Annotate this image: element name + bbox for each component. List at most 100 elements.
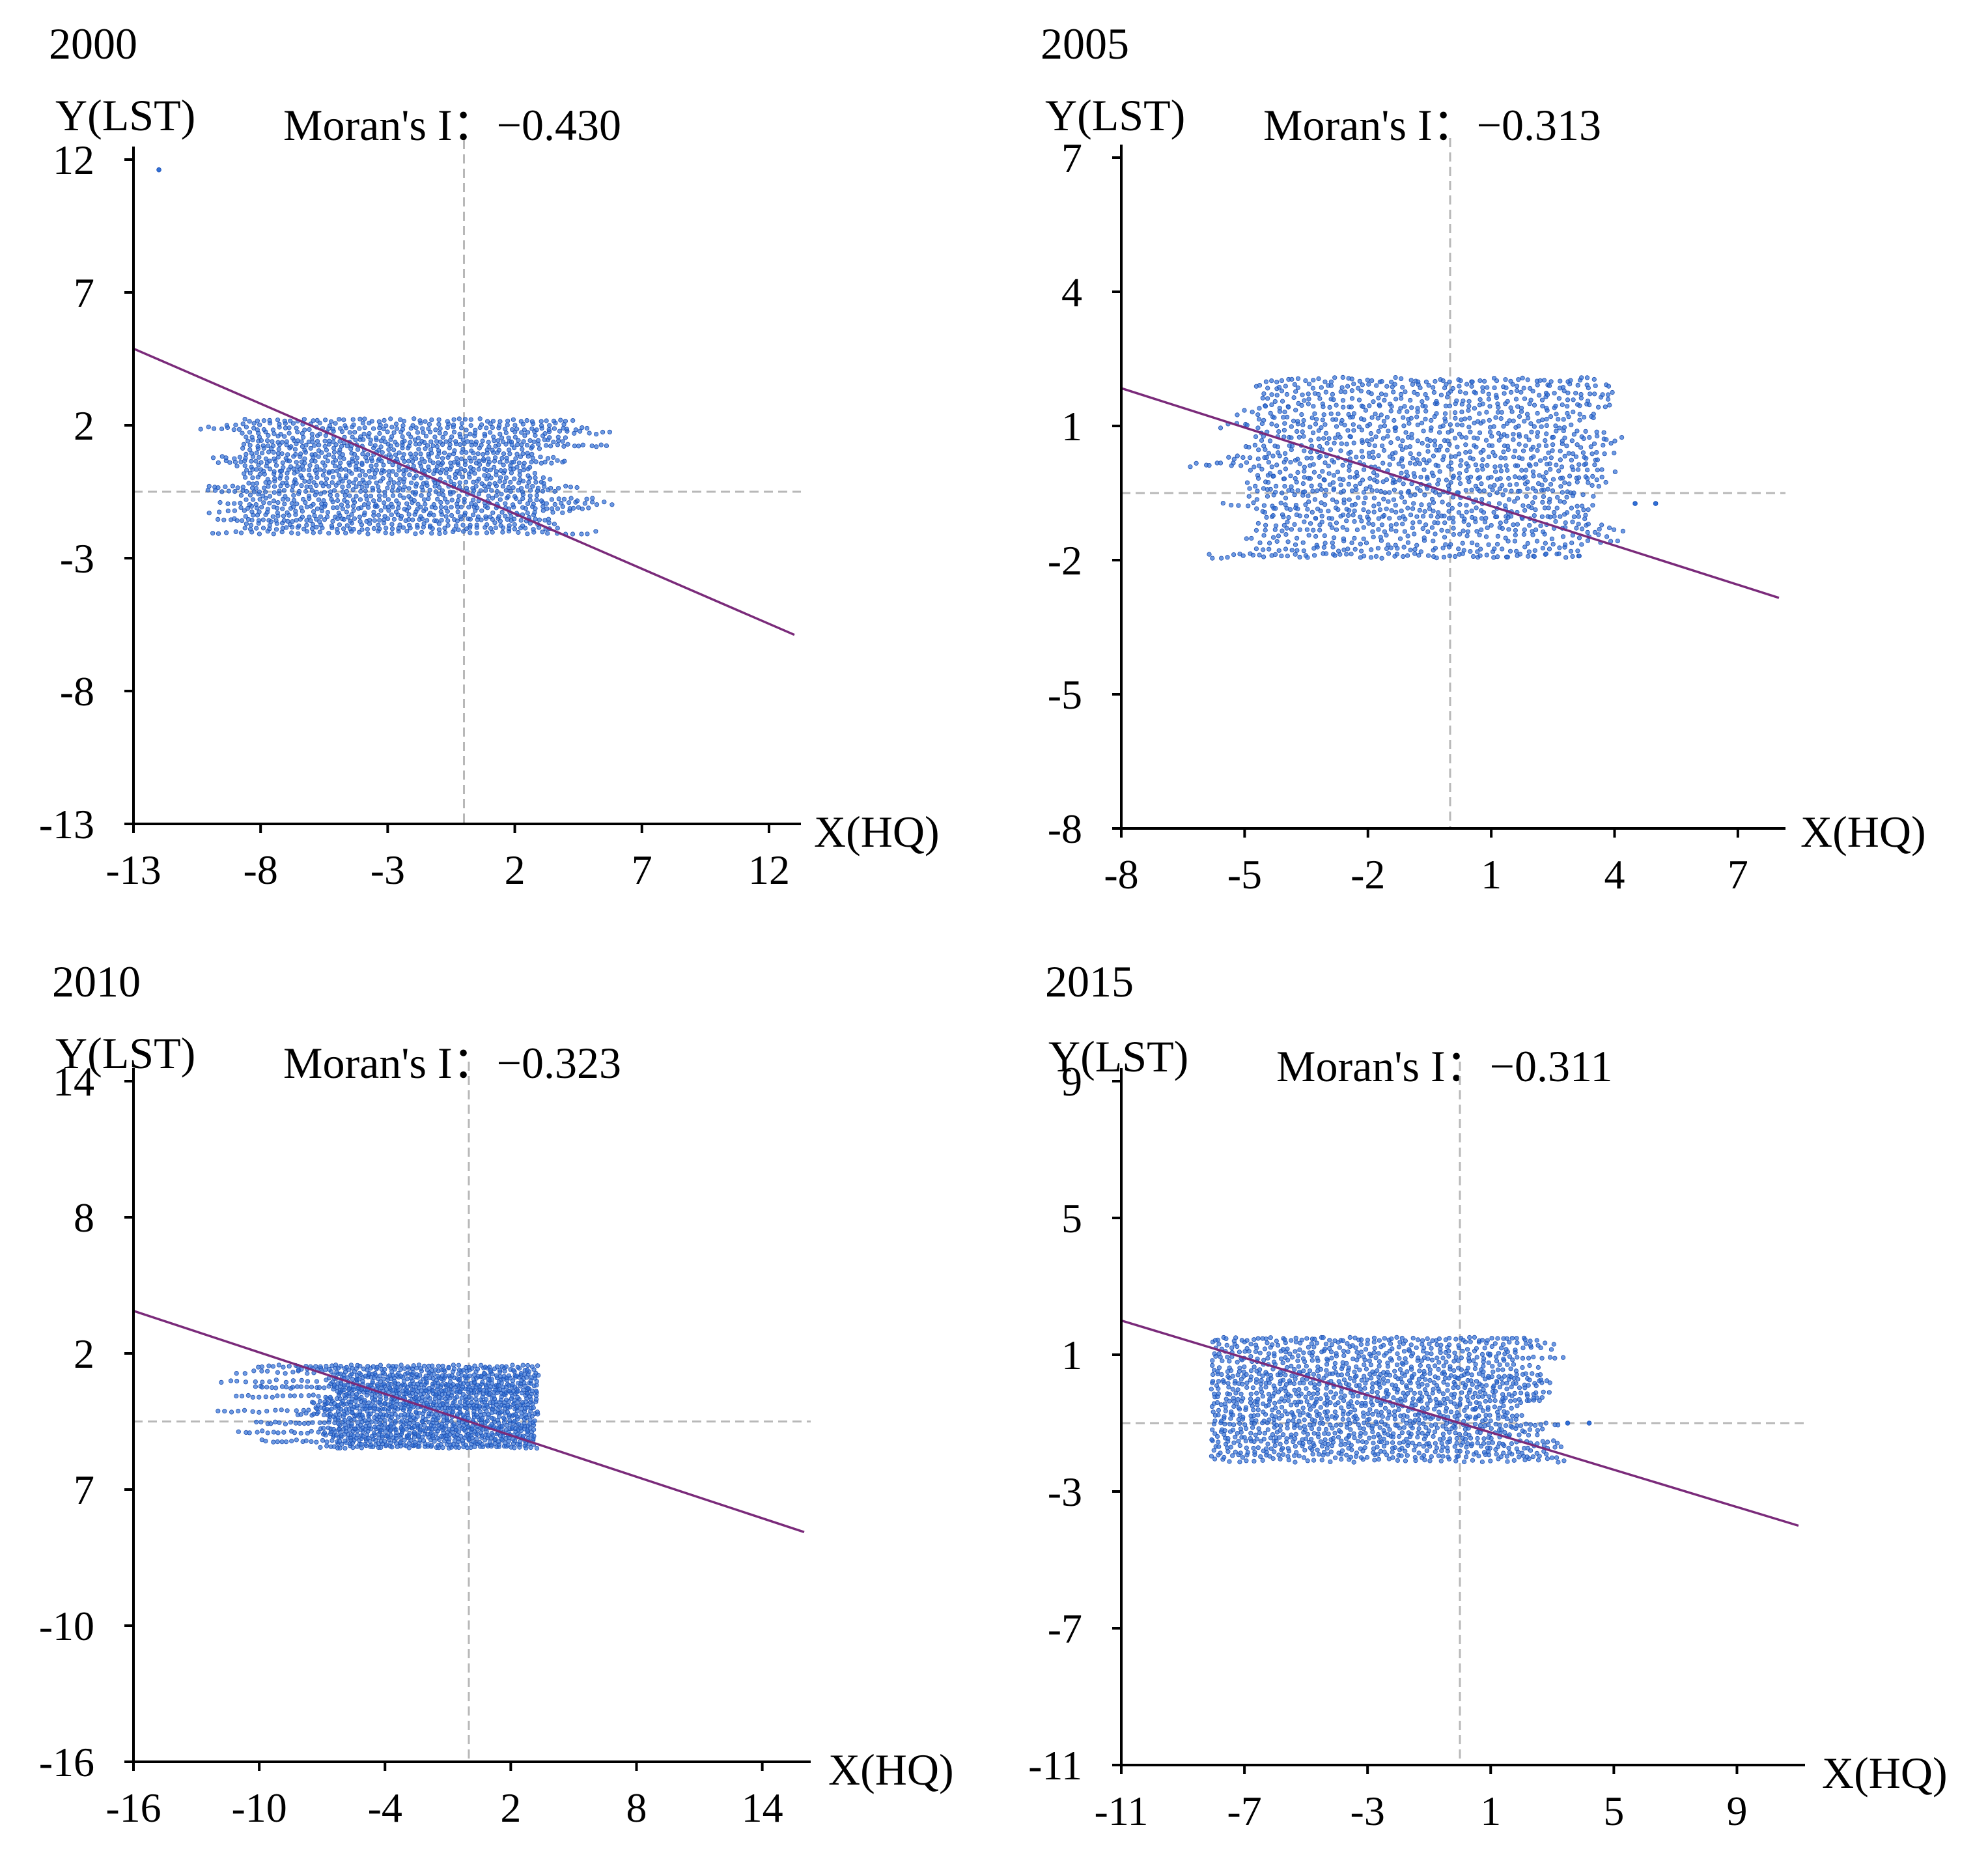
scatter-point <box>1548 466 1553 472</box>
scatter-point <box>1463 1454 1469 1460</box>
scatter-point <box>497 1374 503 1379</box>
scatter-point <box>1272 527 1278 532</box>
scatter-point <box>416 1363 422 1368</box>
scatter-point <box>1416 1426 1421 1432</box>
scatter-point <box>1255 1445 1261 1450</box>
scatter-point <box>1302 1447 1308 1453</box>
scatter-point <box>1525 479 1530 485</box>
scatter-point <box>1244 480 1250 485</box>
scatter-point <box>1252 464 1257 470</box>
scatter-point <box>1607 403 1612 408</box>
scatter-point <box>270 427 275 432</box>
scatter-point <box>1565 390 1571 395</box>
scatter-point <box>1359 548 1364 554</box>
scatter-point <box>1277 406 1282 411</box>
scatter-point <box>1576 521 1581 527</box>
scatter-point <box>1599 474 1604 480</box>
scatter-point <box>1496 438 1502 443</box>
scatter-point <box>535 438 541 443</box>
scatter-point <box>1530 444 1535 450</box>
scatter-point <box>311 509 316 515</box>
scatter-point <box>459 421 465 426</box>
scatter-point <box>456 416 462 421</box>
scatter-point <box>261 500 266 505</box>
scatter-point <box>1562 453 1567 459</box>
y-tick-label: -13 <box>39 801 94 847</box>
scatter-point <box>283 1439 289 1445</box>
scatter-point <box>1479 527 1484 533</box>
scatter-point <box>524 442 530 448</box>
scatter-point <box>317 467 322 472</box>
scatter-point <box>1311 378 1316 383</box>
scatter-point <box>1246 444 1252 450</box>
scatter-point <box>1433 442 1438 448</box>
scatter-point <box>1280 1446 1285 1451</box>
scatter-point <box>1453 1458 1459 1463</box>
scatter-point <box>518 1371 524 1376</box>
y-tick-label: -3 <box>60 535 94 582</box>
scatter-point <box>249 517 255 523</box>
scatter-point <box>370 1379 375 1385</box>
scatter-point <box>489 488 494 493</box>
scatter-point <box>1354 527 1360 533</box>
scatter-point <box>1470 1441 1475 1447</box>
scatter-point <box>239 518 245 524</box>
scatter-point <box>400 525 406 530</box>
scatter-point <box>1309 415 1315 421</box>
scatter-point <box>314 524 319 530</box>
scatter-point <box>1496 404 1501 410</box>
scatter-point <box>538 455 543 460</box>
scatter-point <box>607 429 613 434</box>
scatter-point <box>518 518 524 523</box>
scatter-point <box>527 438 533 444</box>
scatter-point <box>1507 418 1512 423</box>
scatter-point <box>358 488 363 494</box>
scatter-point <box>1484 552 1489 558</box>
scatter-point <box>532 1418 537 1424</box>
scatter-point <box>1473 483 1478 488</box>
scatter-point <box>520 451 525 457</box>
scatter-point <box>1426 382 1431 388</box>
scatter-point <box>1384 1440 1390 1445</box>
scatter-point <box>531 502 536 507</box>
scatter-point <box>1543 541 1548 546</box>
scatter-point <box>503 427 508 432</box>
scatter-point <box>1317 483 1323 488</box>
scatter-point <box>1467 416 1472 421</box>
scatter-point <box>1260 395 1265 401</box>
scatter-point <box>552 426 557 431</box>
scatter-point <box>1305 507 1310 512</box>
scatter-point <box>1326 463 1332 469</box>
scatter-point <box>340 506 346 511</box>
scatter-point <box>497 518 503 524</box>
scatter-point <box>271 449 276 455</box>
scatter-point <box>1320 469 1325 474</box>
x-tick-label: 2 <box>505 847 525 893</box>
scatter-point <box>393 509 399 515</box>
scatter-point <box>546 427 552 432</box>
scatter-point <box>1399 1453 1404 1458</box>
scatter-point <box>348 518 353 524</box>
scatter-point <box>1538 523 1543 528</box>
scatter-point <box>406 512 412 517</box>
scatter-point <box>438 500 443 505</box>
scatter-point <box>1544 406 1549 411</box>
scatter-point <box>1231 460 1236 466</box>
scatter-point <box>1508 378 1513 384</box>
scatter-point <box>1382 490 1388 496</box>
scatter-point <box>463 1443 469 1448</box>
scatter-point <box>1399 508 1404 514</box>
scatter-point <box>1304 527 1310 532</box>
scatter-point <box>478 1363 484 1368</box>
scatter-point <box>1288 459 1293 465</box>
scatter-point <box>510 1424 515 1430</box>
scatter-point <box>1459 409 1464 415</box>
scatter-point <box>279 1407 284 1413</box>
scatter-point <box>1587 434 1592 440</box>
scatter-point <box>396 481 402 486</box>
scatter-point <box>353 477 359 482</box>
scatter-point <box>1615 538 1620 544</box>
scatter-point <box>524 1445 529 1450</box>
scatter-point <box>397 485 402 491</box>
scatter-point <box>367 475 373 480</box>
